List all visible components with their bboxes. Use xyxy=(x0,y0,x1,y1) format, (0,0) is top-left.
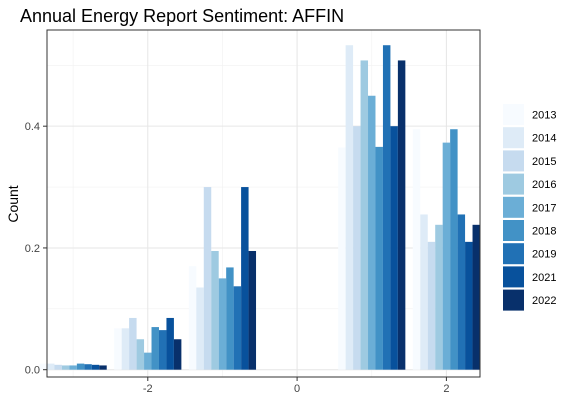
bar-2014--1 xyxy=(196,287,204,370)
bar-2015--2 xyxy=(129,317,137,370)
bar-2022-2 xyxy=(472,224,480,370)
bar-2013-2 xyxy=(412,129,421,370)
bar-2016-1 xyxy=(360,60,369,370)
legend-label-2014: 2014 xyxy=(532,133,556,145)
bars xyxy=(39,45,480,370)
bar-2014-1 xyxy=(345,45,354,370)
legend-key-2017 xyxy=(503,196,524,218)
bar-2021--2 xyxy=(166,317,174,370)
bar-2017-2 xyxy=(442,142,451,370)
legend-label-2015: 2015 xyxy=(532,156,556,168)
bar-2022--1 xyxy=(248,250,257,370)
legend-label-2013: 2013 xyxy=(532,110,556,122)
bar-2019--2 xyxy=(158,330,167,370)
legend-key-2014 xyxy=(503,127,524,149)
y-axis-label: Count xyxy=(5,185,21,222)
legend-key-2022 xyxy=(503,289,524,311)
bar-2018-2 xyxy=(450,129,458,370)
bar-2017--3 xyxy=(69,365,77,370)
y-tick-label: 0.4 xyxy=(25,121,40,133)
legend-label-2018: 2018 xyxy=(532,226,556,238)
bar-2019-1 xyxy=(382,45,391,370)
plot-background xyxy=(47,30,480,377)
legend-label-2022: 2022 xyxy=(532,295,556,307)
bar-2019--1 xyxy=(233,286,242,370)
x-tick-label: 2 xyxy=(443,383,449,395)
bar-2019-2 xyxy=(457,214,466,370)
bar-2017--1 xyxy=(218,278,227,370)
bar-2016--3 xyxy=(61,365,70,370)
x-axis-ticks: -2 0 2 xyxy=(143,377,449,395)
bar-2016--2 xyxy=(136,339,145,370)
bar-2021--1 xyxy=(241,187,249,370)
legend-label-2016: 2016 xyxy=(532,179,556,191)
bar-2021--3 xyxy=(91,364,100,370)
bar-2013--1 xyxy=(188,266,197,370)
legend-key-2018 xyxy=(503,220,524,241)
bar-2019--3 xyxy=(84,364,92,370)
bar-2022--3 xyxy=(99,365,107,370)
chart-title: Annual Energy Report Sentiment: AFFIN xyxy=(20,6,344,26)
legend-label-2017: 2017 xyxy=(532,202,556,214)
bar-2018-1 xyxy=(375,146,383,370)
bar-2016-2 xyxy=(435,224,443,370)
bar-2015-1 xyxy=(353,126,361,370)
bar-2014--2 xyxy=(121,328,130,370)
x-tick-label: 0 xyxy=(294,383,300,395)
y-tick-label: 0.2 xyxy=(25,243,40,255)
legend-label-2021: 2021 xyxy=(532,272,556,284)
bar-2015--3 xyxy=(54,364,62,370)
bar-2015-2 xyxy=(427,241,436,370)
y-tick-label: 0.0 xyxy=(25,365,40,377)
legend-key-2016 xyxy=(503,173,524,195)
plot-panel xyxy=(47,30,480,377)
bar-2013--2 xyxy=(114,328,122,370)
bar-2013-1 xyxy=(338,147,346,370)
panel-border xyxy=(46,29,481,378)
legend-key-2015 xyxy=(503,150,524,172)
legend-key-2013 xyxy=(503,104,524,125)
bar-2021-2 xyxy=(465,241,473,370)
bar-2022-1 xyxy=(397,60,406,370)
legend: 2013 2014 2015 2016 2017 2018 2019 2021 2022 xyxy=(503,104,556,311)
bar-2014--3 xyxy=(47,363,55,370)
y-axis-ticks: 0.0 0.2 0.4 xyxy=(25,121,47,377)
bar-2018--1 xyxy=(226,267,234,370)
bar-2017-1 xyxy=(368,95,376,370)
legend-key-2019 xyxy=(503,243,524,265)
bar-2013--3 xyxy=(39,363,47,370)
bar-2018--3 xyxy=(76,363,85,370)
x-tick-label: -2 xyxy=(143,383,153,395)
bar-2017--2 xyxy=(144,352,152,370)
bar-2015--1 xyxy=(203,187,212,370)
legend-label-2019: 2019 xyxy=(532,249,556,261)
bar-2014-2 xyxy=(420,214,428,370)
bar-2022--2 xyxy=(173,339,182,370)
legend-key-2021 xyxy=(503,266,524,288)
bar-2018--2 xyxy=(151,327,159,370)
bar-2021-1 xyxy=(390,126,398,370)
bar-2016--1 xyxy=(211,250,219,370)
grid-lines xyxy=(47,30,480,377)
